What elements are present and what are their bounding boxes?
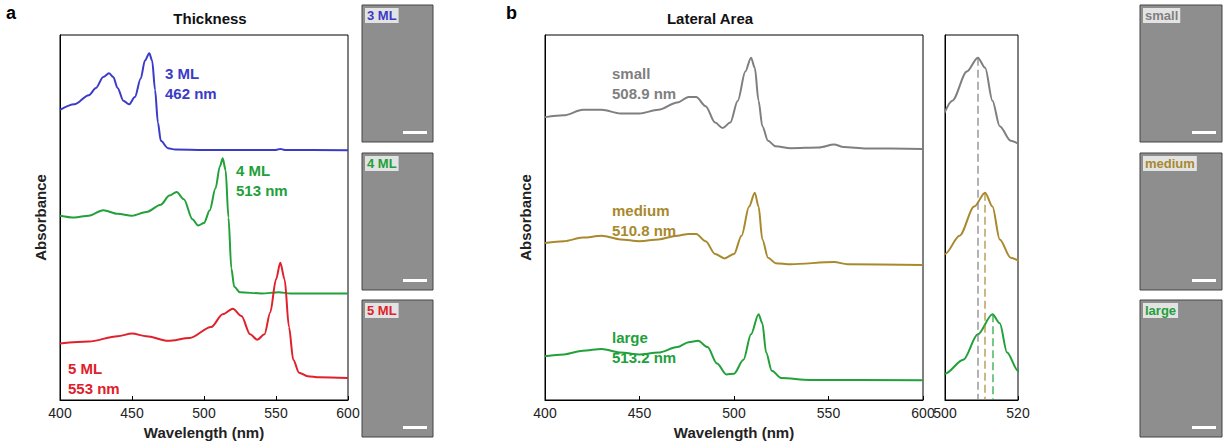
svg-text:Lateral Area: Lateral Area — [667, 10, 754, 27]
svg-text:4 ML: 4 ML — [236, 162, 270, 179]
svg-text:large: large — [612, 329, 648, 346]
svg-text:Absorbance: Absorbance — [517, 174, 534, 261]
svg-text:3 ML: 3 ML — [165, 65, 199, 82]
svg-text:513.2 nm: 513.2 nm — [612, 348, 677, 366]
svg-text:550: 550 — [817, 405, 841, 421]
svg-text:600: 600 — [336, 405, 360, 421]
svg-text:a: a — [6, 3, 17, 23]
svg-text:Wavelength (nm): Wavelength (nm) — [144, 424, 264, 441]
svg-text:553 nm: 553 nm — [68, 380, 120, 397]
svg-text:513 nm: 513 nm — [236, 182, 288, 199]
svg-text:5 ML: 5 ML — [68, 360, 102, 377]
svg-text:Absorbance: Absorbance — [32, 174, 49, 261]
svg-text:600: 600 — [911, 405, 935, 421]
svg-text:508.9 nm: 508.9 nm — [612, 85, 676, 102]
svg-text:510.8 nm: 510.8 nm — [612, 222, 676, 239]
svg-text:500: 500 — [722, 405, 746, 421]
svg-text:medium: medium — [612, 202, 670, 219]
svg-text:550: 550 — [264, 405, 288, 421]
svg-text:small: small — [1145, 8, 1178, 23]
svg-text:Thickness: Thickness — [173, 10, 246, 27]
svg-text:medium: medium — [1145, 156, 1195, 171]
svg-text:500: 500 — [933, 405, 957, 421]
svg-text:5 ML: 5 ML — [367, 303, 397, 318]
svg-text:462 nm: 462 nm — [165, 85, 217, 102]
svg-text:4 ML: 4 ML — [367, 156, 397, 171]
svg-text:450: 450 — [120, 405, 144, 421]
svg-text:3 ML: 3 ML — [367, 8, 397, 23]
svg-text:400: 400 — [48, 405, 72, 421]
svg-text:450: 450 — [628, 405, 652, 421]
svg-text:small: small — [612, 65, 650, 82]
svg-text:520: 520 — [1006, 405, 1030, 421]
svg-text:b: b — [506, 3, 517, 23]
svg-text:Wavelength (nm): Wavelength (nm) — [674, 424, 794, 441]
svg-text:500: 500 — [192, 405, 216, 421]
svg-text:large: large — [1145, 303, 1176, 318]
svg-text:400: 400 — [533, 405, 557, 421]
